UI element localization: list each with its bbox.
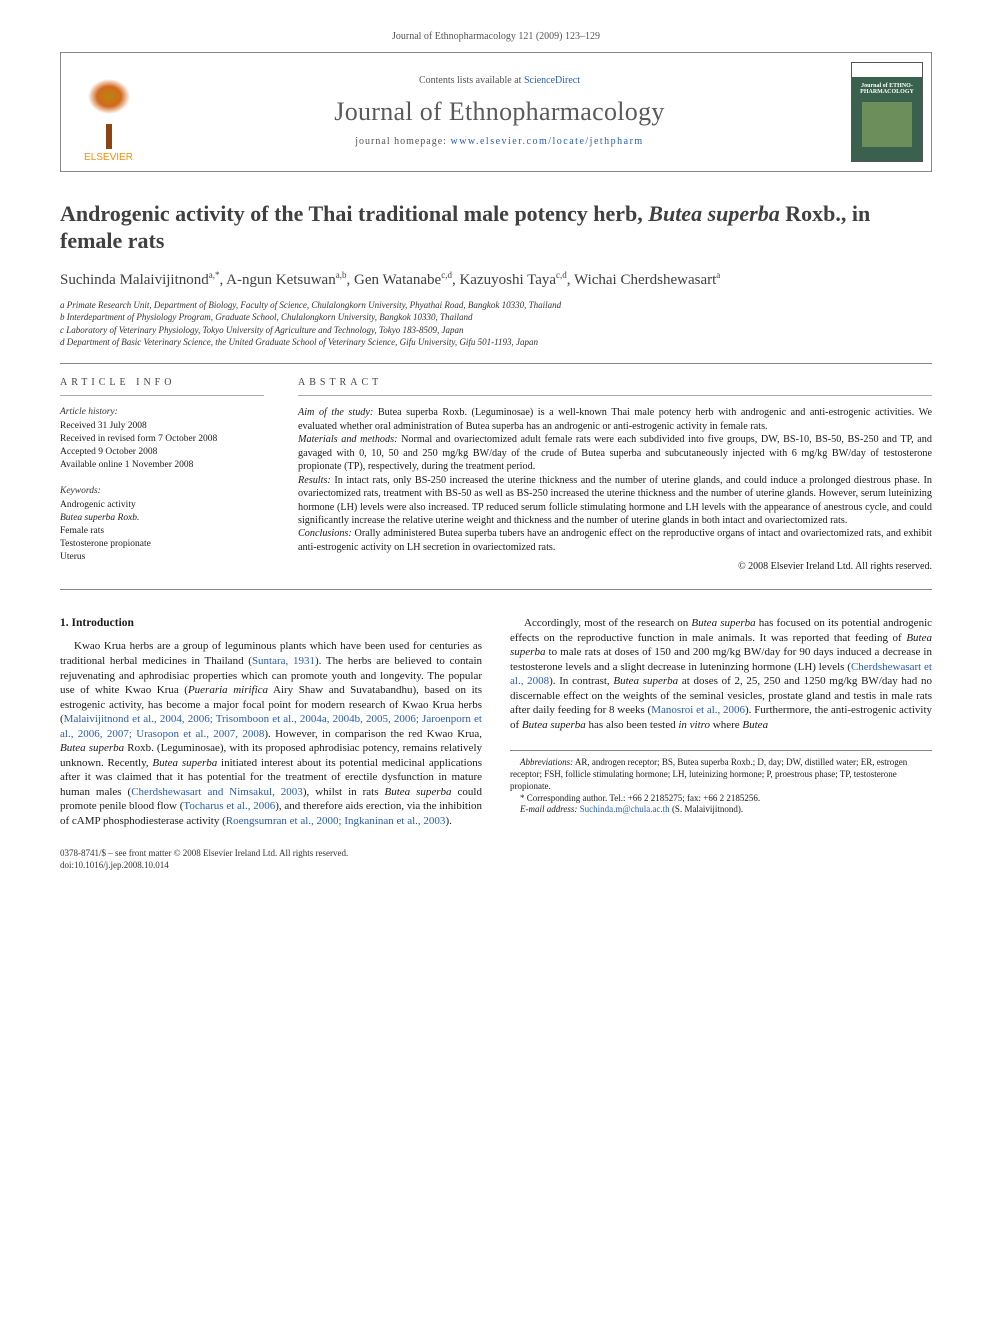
intro-p3: Accordingly, most of the research on But…: [510, 616, 932, 732]
aim-lead: Aim of the study:: [298, 407, 378, 418]
abstract-conclusions: Conclusions: Orally administered Butea s…: [298, 527, 932, 554]
corresponding-author: * Corresponding author. Tel.: +66 2 2185…: [510, 793, 932, 805]
abstract-aim: Aim of the study: Butea superba Roxb. (L…: [298, 406, 932, 433]
homepage-line: journal homepage: www.elsevier.com/locat…: [355, 135, 643, 149]
p3ital5: in vitro: [678, 719, 710, 731]
ref-manosroi-2006[interactable]: Manosroi et al., 2006: [651, 704, 745, 716]
p2ital2: Butea superba: [384, 786, 451, 798]
p3ital3: Butea superba: [613, 675, 678, 687]
p3ital1: Butea superba: [691, 617, 755, 629]
email-line: E-mail address: Suchinda.m@chula.ac.th (…: [510, 804, 932, 816]
p1ital1: Pueraria mirifica: [188, 684, 268, 696]
body-columns: 1. Introduction Kwao Krua herbs are a gr…: [60, 616, 932, 828]
elsevier-tree-icon: [79, 79, 139, 149]
history-accepted: Accepted 9 October 2008: [60, 446, 264, 459]
cover-image-icon: [862, 102, 912, 147]
email-link[interactable]: Suchinda.m@chula.ac.th: [580, 804, 670, 814]
contents-prefix: Contents lists available at: [419, 75, 524, 86]
journal-name: Journal of Ethnopharmacology: [334, 94, 664, 129]
article-info-column: ARTICLE INFO Article history: Received 3…: [60, 364, 270, 589]
mm-lead: Materials and methods:: [298, 434, 401, 445]
ref-suntara-1931[interactable]: Suntara, 1931: [252, 655, 315, 667]
conc-text: Orally administered Butea superba tubers…: [298, 528, 932, 552]
footnotes: Abbreviations: AR, androgen receptor; BS…: [510, 750, 932, 815]
journal-cover-icon: Journal of ETHNO-PHARMACOLOGY: [851, 62, 923, 162]
homepage-link[interactable]: www.elsevier.com/locate/jethpharm: [450, 136, 643, 147]
p2c: ), whilst in rats: [303, 786, 385, 798]
cover-title: Journal of ETHNO-PHARMACOLOGY: [852, 81, 922, 96]
info-abstract-row: ARTICLE INFO Article history: Received 3…: [60, 363, 932, 590]
p3a: Accordingly, most of the research on: [524, 617, 691, 629]
conc-lead: Conclusions:: [298, 528, 354, 539]
title-italic: Butea superba: [648, 201, 779, 226]
keywords-block: Keywords: Androgenic activity Butea supe…: [60, 485, 264, 563]
p1d: ). However, in comparison the red Kwao K…: [264, 728, 482, 740]
affil-a: a Primate Research Unit, Department of B…: [60, 299, 932, 312]
res-text: In intact rats, only BS-250 increased th…: [298, 475, 932, 526]
running-head: Journal of Ethnopharmacology 121 (2009) …: [60, 30, 932, 44]
cover-thumbnail-cell: Journal of ETHNO-PHARMACOLOGY: [843, 53, 931, 171]
email-lead: E-mail address:: [520, 804, 580, 814]
abstract-methods: Materials and methods: Normal and ovarie…: [298, 433, 932, 473]
email-tail: (S. Malaivijitnond).: [670, 804, 744, 814]
ref-roeng-2000[interactable]: Roengsumran et al., 2000; Ingkaninan et …: [226, 815, 446, 827]
contents-line: Contents lists available at ScienceDirec…: [419, 74, 580, 88]
p1e: Roxb. (Legumi: [124, 742, 195, 754]
journal-header: ELSEVIER Contents lists available at Sci…: [60, 52, 932, 172]
keyword-2: Female rats: [60, 525, 264, 538]
article-info-head: ARTICLE INFO: [60, 376, 264, 397]
p3g: has also been tested: [586, 719, 679, 731]
p3ital6: Butea: [742, 719, 768, 731]
publisher-logo-cell: ELSEVIER: [61, 53, 156, 171]
keyword-3: Testosterone propionate: [60, 538, 264, 551]
abstract-copyright: © 2008 Elsevier Ireland Ltd. All rights …: [298, 560, 932, 574]
p2ital1: Butea superba: [152, 757, 217, 769]
abstract-head: ABSTRACT: [298, 376, 932, 397]
aim-text: Butea superba Roxb. (Leguminosae) is a w…: [298, 407, 932, 431]
history-online: Available online 1 November 2008: [60, 459, 264, 472]
corr-text: Tel.: +66 2 2185275; fax: +66 2 2185256.: [609, 793, 760, 803]
abbreviations: Abbreviations: AR, androgen receptor; BS…: [510, 757, 932, 792]
p2f: ).: [445, 815, 451, 827]
affil-b: b Interdepartment of Physiology Program,…: [60, 311, 932, 324]
abstract-column: ABSTRACT Aim of the study: Butea superba…: [298, 364, 932, 589]
keyword-4: Uterus: [60, 551, 264, 564]
history-received: Received 31 July 2008: [60, 420, 264, 433]
keywords-label: Keywords:: [60, 485, 264, 498]
doi-line: doi:10.1016/j.jep.2008.10.014: [60, 860, 932, 872]
keyword-1: Butea superba Roxb.: [60, 512, 264, 525]
issn-line: 0378-8741/$ – see front matter © 2008 El…: [60, 848, 932, 860]
abstract-results: Results: In intact rats, only BS-250 inc…: [298, 474, 932, 528]
affiliations: a Primate Research Unit, Department of B…: [60, 299, 932, 349]
p3h: where: [710, 719, 742, 731]
keyword-0: Androgenic activity: [60, 499, 264, 512]
p3ital4: Butea superba: [522, 719, 586, 731]
ref-tocharus-2006[interactable]: Tocharus et al., 2006: [183, 800, 275, 812]
header-middle: Contents lists available at ScienceDirec…: [156, 53, 843, 171]
affil-c: c Laboratory of Veterinary Physiology, T…: [60, 324, 932, 337]
p1ital2: Butea superba: [60, 742, 124, 754]
abbrev-lead: Abbreviations:: [520, 757, 573, 767]
homepage-prefix: journal homepage:: [355, 136, 450, 147]
sciencedirect-link[interactable]: ScienceDirect: [524, 75, 580, 86]
intro-p1: Kwao Krua herbs are a group of leguminou…: [60, 639, 482, 828]
p3d: ). In contrast,: [549, 675, 613, 687]
section-1-head: 1. Introduction: [60, 616, 482, 631]
keyword-1-text: Butea superba Roxb.: [60, 513, 139, 523]
res-lead: Results:: [298, 475, 334, 486]
article-title: Androgenic activity of the Thai traditio…: [60, 200, 932, 255]
history-revised: Received in revised form 7 October 2008: [60, 433, 264, 446]
authors-line: Suchinda Malaivijitnonda,*, A-ngun Ketsu…: [60, 269, 932, 291]
ref-cherd-2003[interactable]: Cherdshewasart and Nimsakul, 2003: [131, 786, 303, 798]
affil-d: d Department of Basic Veterinary Science…: [60, 336, 932, 349]
title-pre: Androgenic activity of the Thai traditio…: [60, 201, 648, 226]
bottom-bar: 0378-8741/$ – see front matter © 2008 El…: [60, 848, 932, 871]
history-label: Article history:: [60, 406, 264, 419]
corr-lead: * Corresponding author.: [520, 793, 609, 803]
article-history-block: Article history: Received 31 July 2008 R…: [60, 406, 264, 471]
publisher-logo-text: ELSEVIER: [84, 151, 133, 165]
